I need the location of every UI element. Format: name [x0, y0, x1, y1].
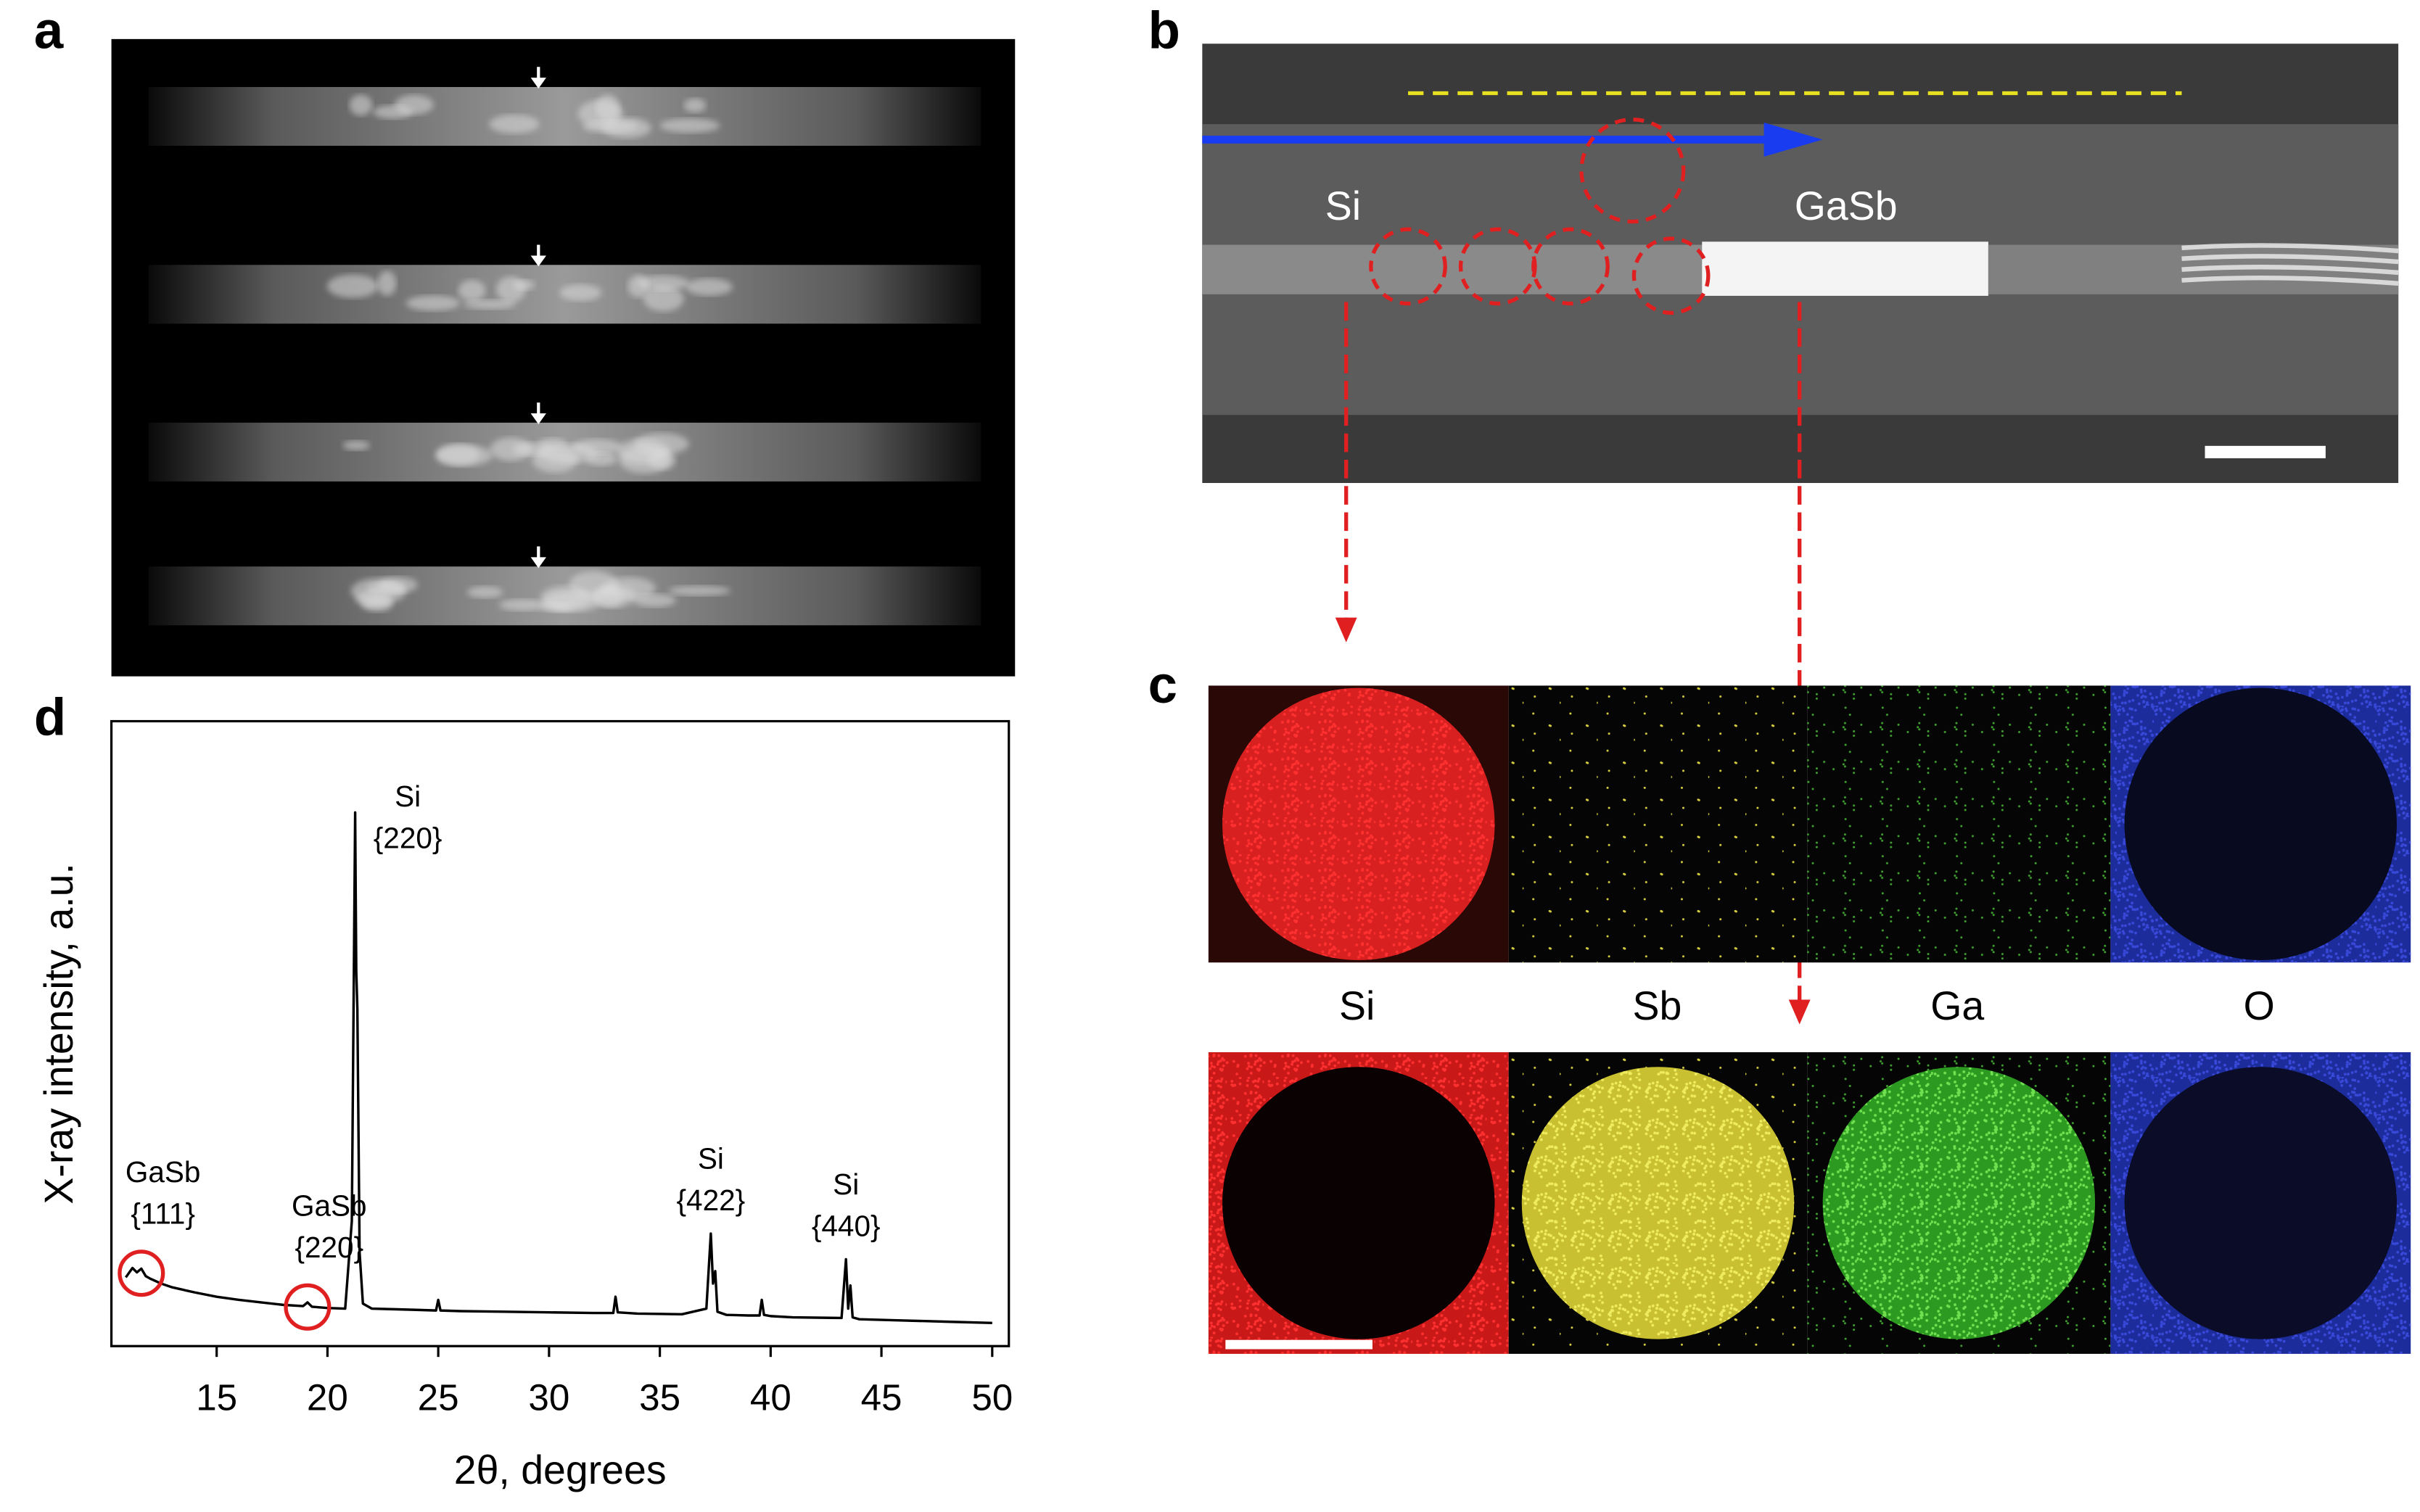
y-axis-label: X-ray intensity, a.u. [36, 863, 81, 1204]
wire-section [2124, 1067, 2398, 1339]
blue-arrow-head [1763, 123, 1823, 157]
grain [633, 593, 676, 608]
arrow-head [530, 557, 546, 569]
element-label: Ga [1930, 983, 1984, 1028]
streak [2181, 254, 2399, 265]
x-tick-label: 50 [971, 1376, 1013, 1418]
grain [668, 585, 730, 596]
x-axis-label: 2θ, degrees [454, 1447, 667, 1492]
grain [436, 445, 493, 466]
arrow-head [530, 78, 546, 89]
grain [637, 275, 690, 291]
scale-bar [2205, 445, 2326, 458]
grain [463, 299, 516, 310]
grain [466, 586, 503, 598]
panel-label: c [1148, 656, 1177, 714]
region-label: Si [1325, 183, 1361, 228]
defect-circle [1369, 227, 1447, 306]
grain [377, 270, 397, 296]
peak-label: {220} [295, 1231, 363, 1264]
peak-label: GaSb [292, 1189, 367, 1223]
gasb-core [1702, 241, 1988, 296]
wire-section [1222, 1067, 1495, 1339]
element-label: O [2244, 983, 2275, 1028]
xrd-line [125, 811, 992, 1325]
red-arrow-head [1788, 999, 1811, 1025]
peak-circle [284, 1283, 332, 1331]
defect-circle [1531, 227, 1610, 306]
grain [643, 286, 684, 312]
peak-label: Si [833, 1168, 859, 1201]
peak-label: {422} [677, 1183, 746, 1217]
x-tick-label: 35 [639, 1376, 680, 1418]
grain [683, 98, 707, 113]
grain [495, 276, 526, 302]
grain [349, 94, 372, 116]
x-tick-label: 30 [528, 1376, 569, 1418]
grain [538, 437, 567, 450]
grain [659, 118, 720, 133]
region-label: GaSb [1795, 183, 1898, 228]
si-core [1202, 244, 1705, 294]
arrow-head [530, 413, 546, 424]
peak-label: Si [395, 780, 421, 813]
grain [569, 571, 619, 599]
x-tick-label: 45 [861, 1376, 902, 1418]
defect-circle [1631, 236, 1711, 315]
wire-section [2124, 687, 2398, 961]
x-tick-label: 25 [418, 1376, 459, 1418]
grain [499, 599, 548, 611]
grain [406, 295, 460, 311]
map-dots [1508, 685, 1808, 963]
grain [601, 117, 651, 139]
scale-bar [1225, 1339, 1372, 1350]
plot-frame [110, 719, 1011, 1347]
peak-circle [118, 1249, 165, 1297]
grain [540, 602, 572, 612]
peak-label: GaSb [125, 1155, 201, 1189]
grain [326, 274, 379, 298]
grain [373, 105, 413, 119]
element-label: Si [1339, 983, 1375, 1028]
peak-label: {220} [374, 821, 443, 854]
x-tick-label: 20 [307, 1376, 348, 1418]
grain [489, 115, 540, 133]
x-tick-label: 40 [750, 1376, 791, 1418]
map-dots [1807, 685, 2111, 963]
streak [2181, 243, 2399, 254]
peak-label: Si [698, 1142, 724, 1176]
panel-label: b [1148, 1, 1180, 60]
arrow-head [530, 255, 546, 267]
wire-dots [1822, 1067, 2096, 1339]
wire-band [148, 86, 981, 146]
grain [342, 440, 370, 450]
wire-dots [1222, 687, 1495, 961]
peak-label: {111} [131, 1197, 195, 1231]
red-arrow-head [1335, 617, 1357, 643]
peak-label: {440} [812, 1209, 881, 1242]
streak [2181, 275, 2399, 286]
grain [559, 284, 602, 301]
x-tick-label: 15 [196, 1376, 237, 1418]
grain [648, 450, 676, 470]
element-label: Sb [1633, 983, 1682, 1028]
defect-circle [1579, 117, 1686, 224]
panel-label: d [34, 688, 66, 747]
panel-label: a [34, 1, 64, 60]
grain [458, 279, 486, 302]
grain [350, 578, 407, 605]
grain [686, 278, 733, 296]
wire-dots [1521, 1067, 1795, 1339]
streak [2181, 265, 2399, 276]
